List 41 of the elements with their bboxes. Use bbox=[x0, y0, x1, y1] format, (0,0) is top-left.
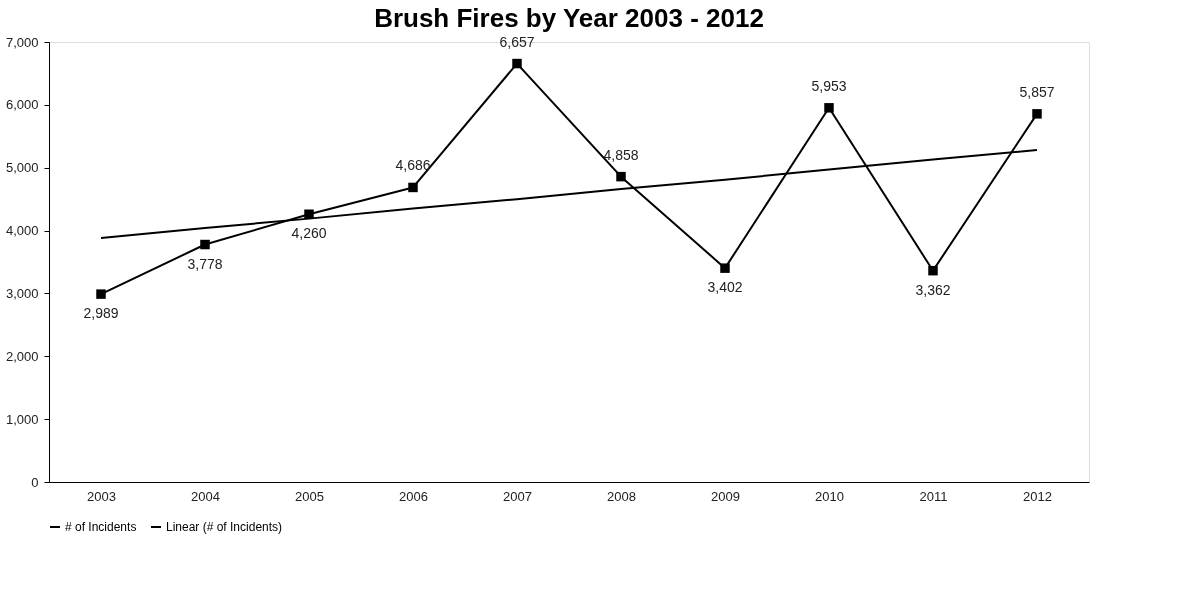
x-tick-label: 2007 bbox=[503, 488, 532, 504]
x-tick-label: 2004 bbox=[191, 488, 220, 504]
legend-label: Linear (# of Incidents) bbox=[166, 520, 283, 534]
x-tick-label: 2010 bbox=[815, 488, 844, 504]
point bbox=[824, 103, 834, 113]
x-tick-label: 2012 bbox=[1023, 488, 1052, 504]
point bbox=[1032, 109, 1042, 119]
point bbox=[304, 209, 314, 219]
x-tick-label: 2006 bbox=[399, 488, 428, 504]
y-tick-label: 2,000 bbox=[5, 348, 39, 364]
y-tick-label: 6,000 bbox=[5, 97, 39, 113]
legend-label: # of Incidents bbox=[65, 520, 137, 534]
point bbox=[408, 182, 418, 193]
point bbox=[928, 265, 938, 276]
point bbox=[720, 263, 730, 273]
y-tick-label: 7,000 bbox=[5, 34, 39, 50]
data-label: 3,362 bbox=[915, 281, 951, 298]
y-tick-label: 5,000 bbox=[5, 160, 39, 176]
y-tick-label: 3,000 bbox=[5, 285, 39, 301]
data-label: 3,778 bbox=[187, 255, 223, 272]
data-label: 4,686 bbox=[395, 157, 431, 174]
y-tick-label: 0 bbox=[31, 474, 39, 490]
point bbox=[200, 239, 210, 250]
data-label: 4,260 bbox=[291, 225, 327, 242]
point bbox=[616, 171, 626, 182]
data-label: 5,953 bbox=[811, 77, 847, 94]
x-tick-label: 2005 bbox=[295, 488, 324, 504]
point bbox=[96, 289, 106, 299]
data-label: 6,657 bbox=[499, 33, 535, 50]
chart-title: Brush Fires by Year 2003 - 2012 bbox=[374, 2, 764, 33]
y-tick-label: 4,000 bbox=[5, 223, 39, 239]
data-label: 3,402 bbox=[707, 279, 743, 296]
data-label: 5,857 bbox=[1019, 83, 1055, 100]
data-label: 2,989 bbox=[83, 305, 119, 322]
y-tick-label: 1,000 bbox=[5, 411, 39, 427]
point bbox=[512, 58, 522, 69]
data-label: 4,858 bbox=[603, 146, 639, 163]
x-tick-label: 2011 bbox=[919, 488, 948, 504]
x-tick-label: 2008 bbox=[607, 488, 636, 504]
x-tick-label: 2009 bbox=[711, 488, 740, 504]
x-tick-label: 2003 bbox=[87, 488, 116, 504]
